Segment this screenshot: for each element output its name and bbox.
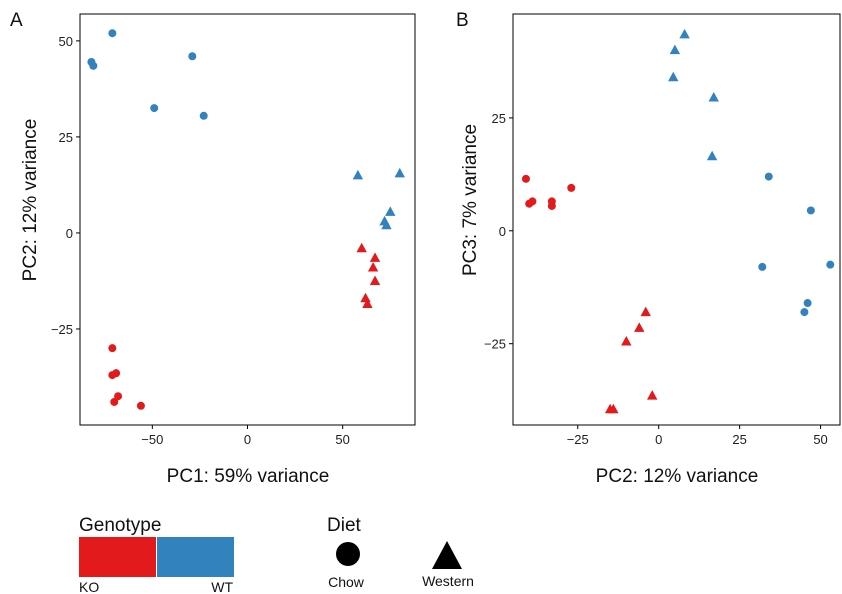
panel-a-point-wt-western [385, 206, 396, 216]
panel-a-point-ko-western [369, 275, 381, 285]
panel-a-x-tick-label: −50 [141, 432, 163, 447]
western-triangle-icon [432, 541, 462, 569]
panel-b-x-title: PC2: 12% variance [596, 466, 759, 487]
panel-b-point-ko-chow [528, 197, 537, 206]
panel-a-y-tick-label: 0 [66, 226, 73, 241]
panel-b-point-wt-chow [806, 206, 815, 215]
chow-circle-icon [336, 542, 360, 566]
chow-label: Chow [328, 574, 365, 590]
genotype-legend-title: Genotype [79, 515, 161, 536]
panel-a-y-title: PC2: 12% variance [20, 119, 41, 282]
panel-a-points [87, 29, 405, 410]
wt-label: WT [211, 579, 233, 594]
panel-a-point-ko-chow [114, 392, 123, 401]
panel-a-point-wt-chow [150, 104, 159, 113]
panel-a-tag: A [10, 10, 23, 31]
panel-a-point-ko-western [369, 252, 381, 262]
genotype-legend: Genotype KO WT [79, 515, 234, 594]
panel-a-point-wt-chow [199, 111, 208, 120]
panel-b-point-ko-western [640, 306, 651, 317]
panel-b-tag: B [456, 10, 469, 31]
panel-b-point-wt-chow [764, 172, 773, 181]
panel-b-ticks: −25 0 25 50 25 0 −25 [484, 111, 828, 447]
panel-b-point-ko-western [634, 322, 645, 332]
panel-b-y-tick-label: 0 [499, 224, 506, 239]
panel-b-point-wt-western [669, 44, 681, 55]
panel-a-x-tick-label: 0 [244, 432, 251, 447]
panel-b-point-wt-western [668, 71, 679, 82]
panel-a-point-wt-chow [89, 61, 98, 70]
panel-a-x-title: PC1: 59% variance [167, 466, 330, 487]
panel-b-point-ko-chow [567, 183, 576, 192]
panel-b-point-ko-western [621, 335, 632, 346]
panel-b-point-wt-western [708, 92, 719, 102]
diet-legend-title: Diet [327, 515, 362, 536]
panel-a-ticks: −50 0 50 50 25 0 −25 [51, 34, 350, 447]
western-label: Western [422, 573, 474, 589]
panel-b-x-tick-label: −25 [567, 432, 589, 447]
panel-b-y-tick-label: 25 [492, 111, 506, 126]
diet-legend: Diet Chow Western [327, 515, 474, 590]
panel-a-plot: −50 0 50 50 25 0 −25 PC1: 59% variance PC2: 12… [20, 13, 416, 487]
wt-swatch [157, 537, 234, 577]
panel-a-y-tick-label: 50 [59, 34, 73, 49]
panel-a-y-tick-label: 25 [59, 130, 73, 145]
panel-b-point-ko-chow [547, 201, 556, 210]
panel-b-frame [512, 13, 841, 426]
ko-swatch [79, 537, 156, 577]
panel-a-point-ko-western [367, 262, 379, 272]
panel-b-point-wt-western [679, 28, 690, 39]
panel-b-x-tick-label: 25 [732, 432, 746, 447]
panel-b-plot: −25 0 25 50 25 0 −25 PC2: 12% variance PC3: 7%… [460, 13, 841, 487]
panel-b-point-ko-western [608, 403, 619, 414]
panel-a-point-wt-western [381, 219, 392, 230]
panel-a-y-tick-label: −25 [51, 322, 73, 337]
panel-b-point-wt-chow [803, 299, 812, 308]
panel-b-point-ko-western [647, 390, 658, 400]
panel-b-point-wt-chow [826, 260, 835, 269]
panel-a-point-wt-western [394, 167, 405, 178]
panel-a-point-wt-chow [188, 52, 197, 61]
panel-b-point-ko-chow [521, 174, 530, 183]
panel-a-point-ko-western [360, 292, 371, 303]
panel-a-x-tick-label: 50 [335, 432, 349, 447]
panel-a-point-ko-chow [136, 401, 145, 410]
panel-b-x-tick-label: 50 [813, 432, 827, 447]
panel-b-point-wt-western [706, 150, 718, 161]
panel-b-point-wt-chow [800, 308, 809, 317]
panel-a-frame [79, 13, 416, 426]
panel-a-point-ko-chow [112, 369, 121, 378]
panel-a-point-wt-western [352, 169, 364, 180]
panel-b-y-title: PC3: 7% variance [460, 124, 481, 276]
panel-a-point-ko-western [356, 242, 367, 253]
panel-a-point-ko-western [362, 298, 373, 309]
panel-b-x-tick-label: 0 [655, 432, 662, 447]
panel-b-point-wt-chow [758, 262, 767, 271]
panel-a-point-wt-chow [108, 29, 117, 38]
panel-b-points [521, 28, 835, 414]
panel-b-y-tick-label: −25 [484, 337, 506, 352]
ko-label: KO [79, 579, 99, 594]
panel-a-point-ko-chow [108, 344, 117, 353]
panel-a-point-ko-chow [110, 397, 119, 406]
